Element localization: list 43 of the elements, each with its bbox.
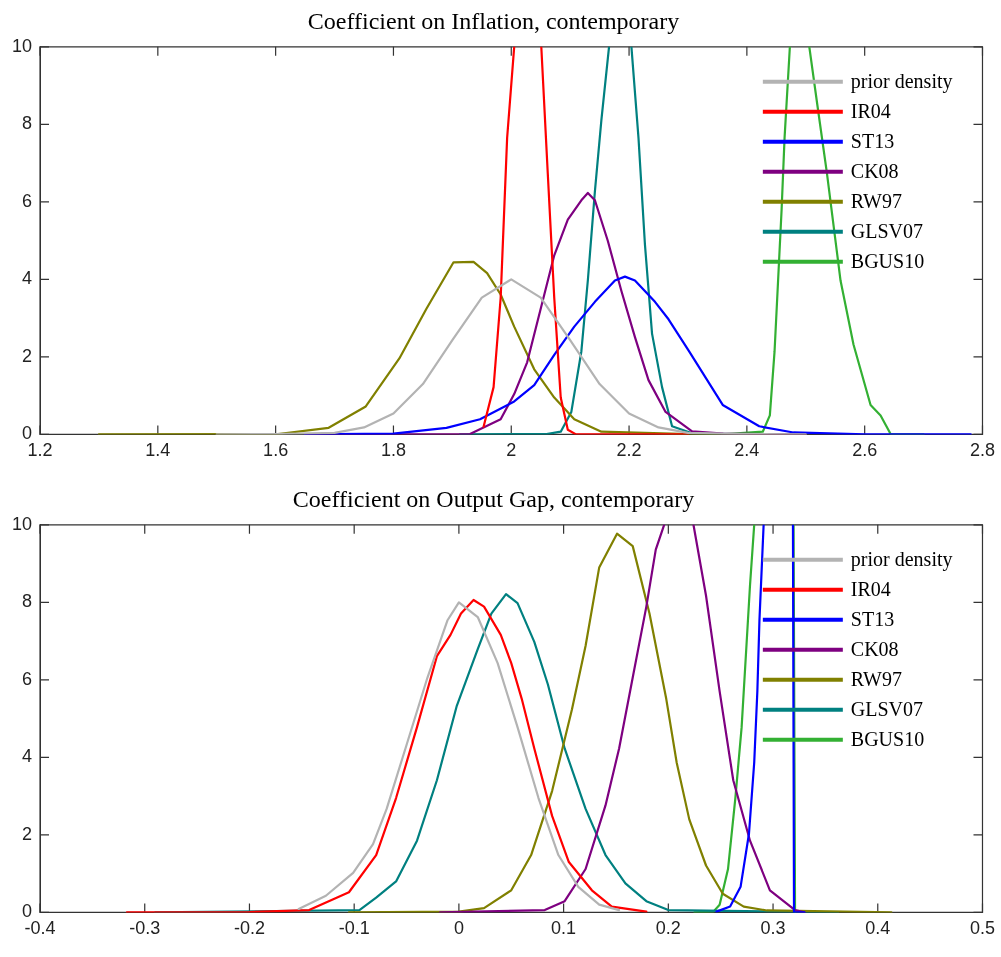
x-tick-label: 2.2 xyxy=(616,440,642,461)
x-tick-label: 0.2 xyxy=(655,918,681,939)
x-tick-label: -0.2 xyxy=(233,918,265,939)
legend-label: IR04 xyxy=(850,578,891,601)
x-tick-label: -0.3 xyxy=(129,918,161,939)
x-tick-label: 0.1 xyxy=(551,918,577,939)
legend-label: BGUS10 xyxy=(850,250,925,273)
chart-title: Coefficient on Output Gap, contemporary xyxy=(292,485,695,512)
x-tick-label: 2.4 xyxy=(734,440,760,461)
x-tick-label: 2 xyxy=(506,440,517,461)
y-tick-label: 8 xyxy=(22,113,33,134)
chart-title: Coefficient on Inflation, contemporary xyxy=(307,7,680,34)
y-tick-label: 6 xyxy=(22,668,33,689)
x-tick-label: -0.1 xyxy=(338,918,370,939)
legend-label: BGUS10 xyxy=(850,728,925,751)
y-tick-label: 4 xyxy=(22,746,33,767)
legend-label: GLSV07 xyxy=(850,698,924,721)
legend-label: prior density xyxy=(850,548,953,572)
x-tick-label: 2.8 xyxy=(969,440,995,461)
y-tick-label: 8 xyxy=(22,591,33,612)
legend-label: RW97 xyxy=(850,668,902,691)
y-tick-label: 2 xyxy=(22,823,33,844)
x-tick-label: 1.6 xyxy=(263,440,289,461)
x-tick-label: 1.4 xyxy=(145,440,171,461)
x-tick-label: 0.4 xyxy=(865,918,891,939)
legend-label: prior density xyxy=(850,70,953,94)
legend-label: IR04 xyxy=(850,100,891,123)
y-tick-label: 10 xyxy=(11,513,33,534)
x-tick-label: 2.6 xyxy=(852,440,878,461)
y-tick-label: 6 xyxy=(22,190,33,211)
legend-label: RW97 xyxy=(850,190,902,213)
legend-label: CK08 xyxy=(850,160,899,183)
legend-label: ST13 xyxy=(850,130,895,153)
y-tick-label: 2 xyxy=(22,345,33,366)
legend-label: CK08 xyxy=(850,638,899,661)
y-tick-label: 4 xyxy=(22,268,33,289)
x-tick-label: 1.8 xyxy=(380,440,406,461)
legend-label: GLSV07 xyxy=(850,220,924,243)
x-tick-label: 0.3 xyxy=(760,918,786,939)
x-tick-label: 0 xyxy=(453,918,464,939)
y-tick-label: 10 xyxy=(11,35,33,56)
legend-label: ST13 xyxy=(850,608,895,631)
x-tick-label: 0.5 xyxy=(969,918,995,939)
